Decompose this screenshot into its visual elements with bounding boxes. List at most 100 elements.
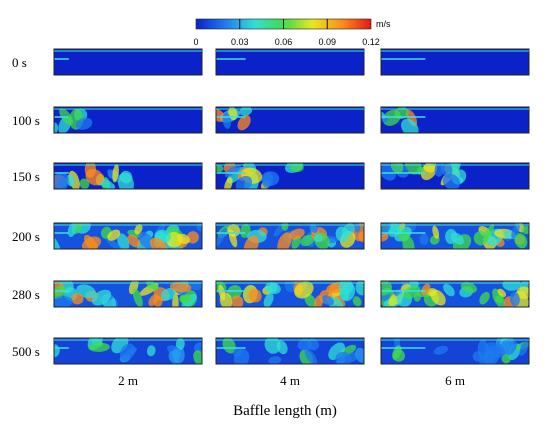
velocity-vortex — [216, 165, 224, 173]
panel-background — [54, 49, 202, 75]
velocity-vortex — [187, 281, 202, 291]
column-label: 6 m — [445, 373, 465, 388]
velocity-vortex — [313, 234, 323, 243]
contour-panel — [215, 162, 365, 190]
colorbar-tick-labels: 0 0.03 0.06 0.09 0.12 — [193, 37, 379, 47]
velocity-vortex — [472, 351, 483, 362]
velocity-vortex — [233, 348, 242, 357]
velocity-vortex — [67, 223, 77, 237]
velocity-vortex — [126, 347, 137, 356]
velocity-vortex — [281, 223, 289, 231]
velocity-vortex — [460, 281, 477, 294]
channel-wall — [380, 337, 530, 365]
time-label: 150 s — [12, 169, 40, 184]
channel-wall — [53, 48, 203, 76]
velocity-vortex — [105, 237, 122, 249]
time-label: 0 s — [12, 55, 27, 70]
colorbar-tick-label: 0.12 — [362, 37, 380, 47]
contour-panel — [380, 222, 530, 250]
velocity-vortex — [160, 287, 176, 301]
velocity-vortex — [501, 354, 511, 364]
x-axis-title: Baffle length (m) — [233, 403, 337, 419]
velocity-vortex — [381, 232, 389, 242]
channel-wall — [380, 222, 530, 250]
velocity-vortex — [522, 225, 529, 235]
contour-panel — [380, 280, 530, 308]
time-label: 200 s — [12, 229, 40, 244]
velocity-vortex — [276, 340, 288, 355]
colorbar-unit: m/s — [376, 19, 391, 29]
velocity-vortex — [81, 236, 102, 249]
velocity-vortex — [423, 163, 436, 173]
velocity-vortex — [153, 295, 163, 307]
velocity-vortex — [519, 341, 529, 356]
velocity-vortex — [306, 338, 320, 351]
velocity-vortex — [175, 338, 185, 351]
velocity-vortex — [443, 283, 455, 297]
velocity-vortex — [66, 174, 75, 187]
velocity-vortex — [314, 295, 323, 307]
velocity-vortex — [394, 107, 409, 119]
contour-panel — [53, 222, 203, 250]
colorbar-tick-label: 0.06 — [275, 37, 293, 47]
velocity-vortex — [75, 117, 93, 130]
contour-panel — [53, 337, 203, 365]
velocity-vortex — [127, 234, 141, 248]
colorbar-tick-label: 0.09 — [318, 37, 336, 47]
velocity-vortex — [304, 348, 318, 364]
channel-wall — [215, 106, 365, 134]
channel-wall — [215, 222, 365, 250]
column-label: 2 m — [118, 373, 138, 388]
velocity-vortex — [309, 223, 319, 233]
contour-panel — [380, 162, 530, 190]
channel-wall — [380, 280, 530, 308]
velocity-vortex — [401, 118, 419, 133]
colorbar: m/s 0 0.03 0.06 0.09 0.12 — [193, 18, 391, 47]
velocity-vortex — [196, 223, 202, 232]
channel-wall — [380, 106, 530, 134]
colorbar-ticks — [239, 19, 328, 29]
velocity-vortex — [495, 295, 503, 304]
panel-background — [216, 49, 364, 75]
contour-panel — [53, 48, 203, 76]
velocity-vortex — [237, 115, 251, 131]
time-label: 280 s — [12, 287, 40, 302]
velocity-vortex — [355, 281, 364, 296]
velocity-vortex — [54, 172, 69, 189]
contour-panel — [53, 162, 203, 190]
velocity-vortex — [91, 289, 112, 306]
velocity-vortex — [392, 349, 406, 362]
contour-panel — [53, 106, 203, 134]
contour-panel — [215, 337, 365, 365]
velocity-vortex — [268, 356, 282, 364]
velocity-vortex — [168, 350, 179, 364]
velocity-vortex — [484, 342, 505, 358]
velocity-vortex — [71, 293, 84, 305]
contour-panel — [380, 106, 530, 134]
channel-wall — [53, 162, 203, 190]
velocity-vortex — [321, 295, 334, 306]
velocity-vortex — [381, 281, 392, 296]
contour-panel — [380, 337, 530, 365]
channel-wall — [53, 280, 203, 308]
velocity-vortex — [433, 345, 449, 355]
column-label: 4 m — [280, 373, 300, 388]
channel-wall — [53, 337, 203, 365]
velocity-vortex — [277, 232, 292, 249]
velocity-vortex — [430, 289, 446, 306]
contour-panel — [215, 280, 365, 308]
velocity-vortex — [509, 291, 520, 307]
velocity-vortex — [432, 225, 440, 239]
velocity-vortex — [264, 338, 281, 354]
velocity-vortex — [440, 163, 453, 179]
channel-wall — [215, 162, 365, 190]
column-labels: 2 m 4 m 6 m — [118, 373, 465, 388]
channel-wall — [53, 106, 203, 134]
velocity-vortex — [497, 288, 507, 298]
velocity-vortex — [516, 286, 529, 300]
velocity-vortex — [442, 173, 461, 189]
velocity-vortex — [335, 351, 352, 364]
velocity-vortex — [511, 223, 520, 239]
velocity-vortex — [149, 237, 168, 249]
